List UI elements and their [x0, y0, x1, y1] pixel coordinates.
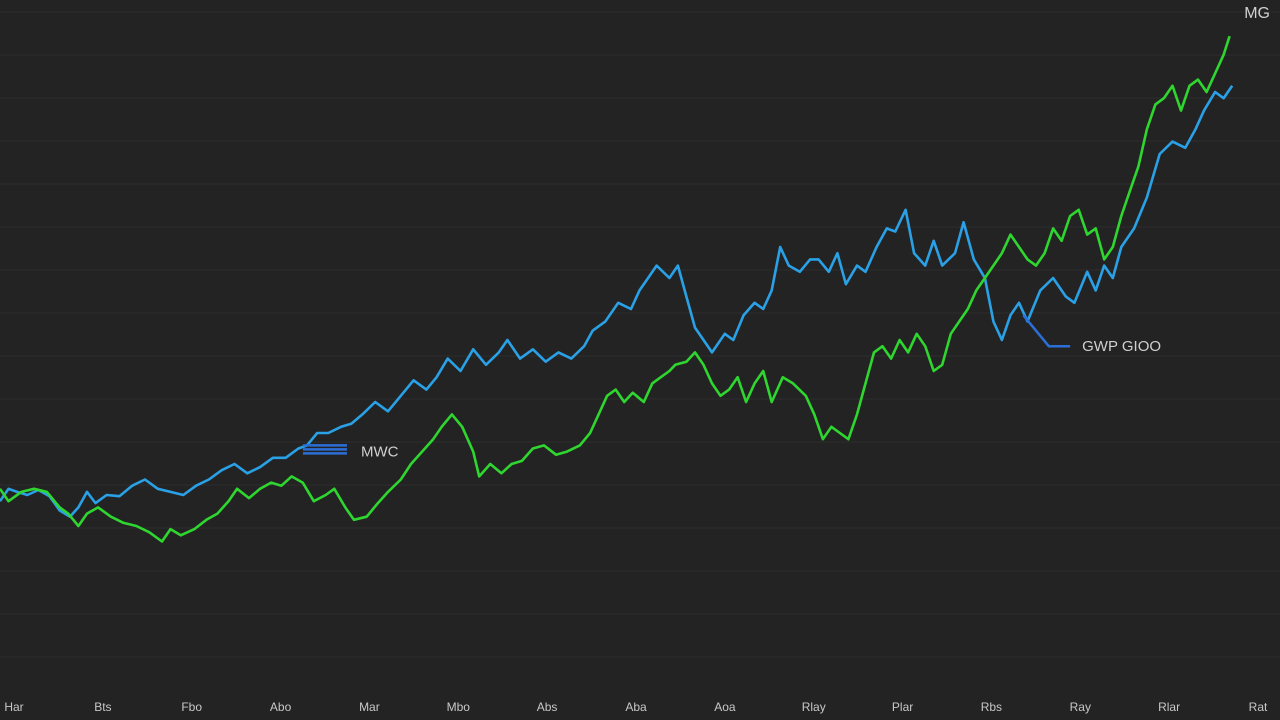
x-tick-label: Mar [359, 700, 380, 714]
corner-label: MG [1244, 5, 1270, 22]
x-tick-label: Rlar [1158, 700, 1180, 714]
series-label-2: GWP GIOO [1082, 338, 1161, 355]
x-tick-label: Rlay [802, 700, 826, 714]
x-tick-label: Fbo [181, 700, 202, 714]
x-tick-label: Ray [1070, 700, 1091, 714]
x-tick-label: Plar [892, 700, 913, 714]
x-axis-ticks: Har Bts Fbo Abo Mar Mbo Abs Aba Aoa Rlay Plar Rbs Ra… [4, 700, 1268, 714]
label-layer: MWC GWP GIOO [302, 314, 1161, 460]
x-tick-label: Abs [537, 700, 558, 714]
x-tick-label: Rbs [981, 700, 1002, 714]
x-tick-label: Aoa [714, 700, 736, 714]
x-tick-label: Har [4, 700, 23, 714]
grid [0, 11, 1280, 658]
x-tick-label: Aba [625, 700, 647, 714]
x-tick-label: Bts [94, 700, 111, 714]
x-tick-label: Abo [270, 700, 292, 714]
series-line-2 [0, 35, 1231, 543]
series-label-leader-1 [302, 444, 347, 455]
series-label-1: MWC [361, 443, 399, 460]
x-tick-label: Mbo [447, 700, 471, 714]
x-tick-label: Rat [1249, 700, 1268, 714]
series-label-leader-2 [1022, 314, 1071, 348]
